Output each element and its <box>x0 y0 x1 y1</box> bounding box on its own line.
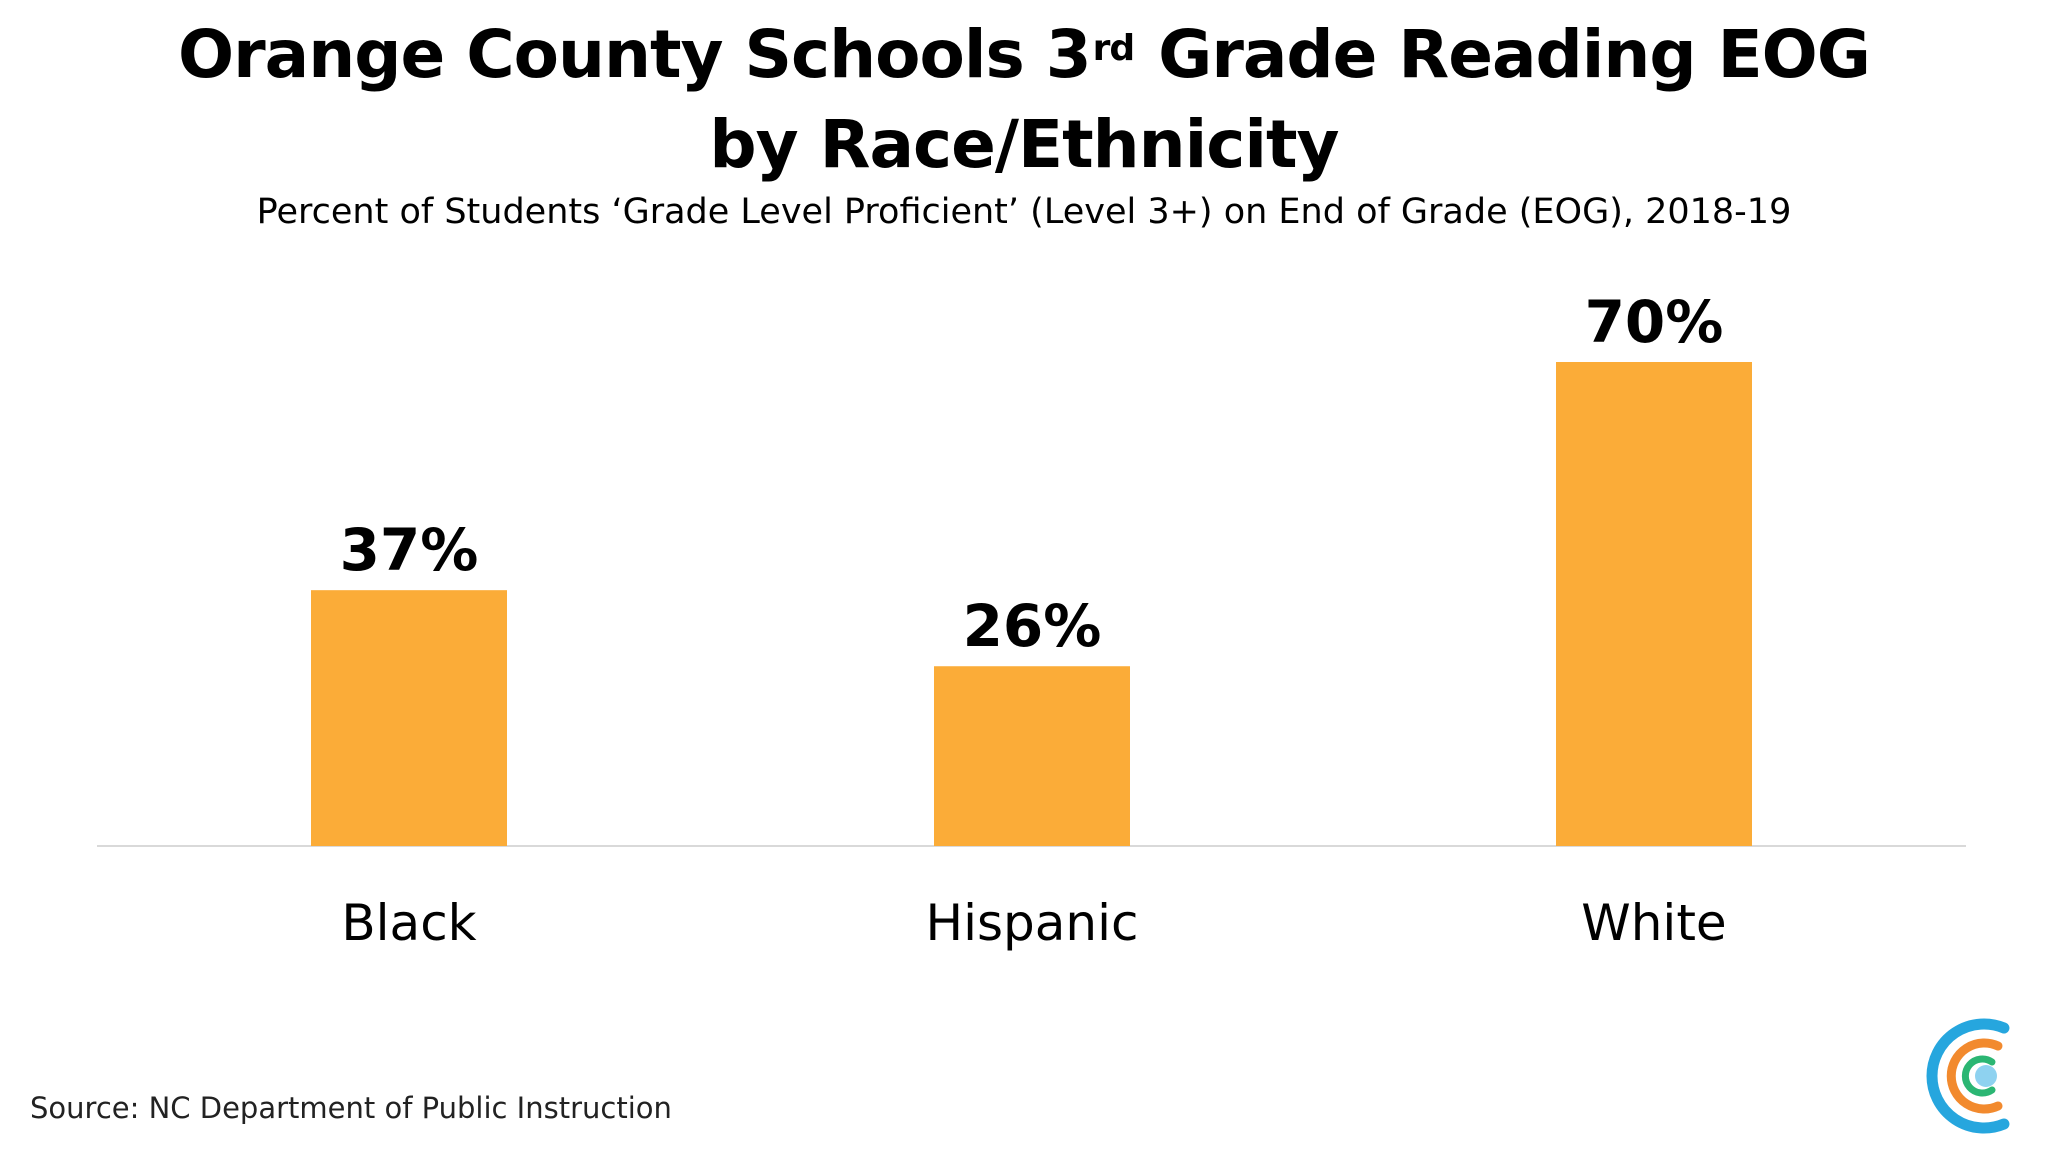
title-suffix: Grade Reading EOG <box>1136 16 1871 93</box>
concentric-c-logo-icon <box>1926 1018 2010 1134</box>
chart-title-line-1: Orange County Schools 3rd Grade Reading … <box>0 10 2048 100</box>
value-label-hispanic: 26% <box>963 592 1102 660</box>
logo-inner-arc <box>1961 1055 1996 1097</box>
category-label-white: White <box>1581 894 1726 952</box>
bar-black <box>311 590 507 846</box>
value-labels-group: 37% 26% 70% <box>340 288 1724 660</box>
bars-group <box>311 362 1752 846</box>
category-label-hispanic: Hispanic <box>926 894 1139 952</box>
title-prefix: Orange County Schools 3 <box>178 16 1092 93</box>
bar-hispanic <box>934 666 1130 846</box>
category-label-black: Black <box>341 894 476 952</box>
title-superscript: rd <box>1092 28 1136 69</box>
category-labels-group: Black Hispanic White <box>341 894 1726 952</box>
chart-title: Orange County Schools 3rd Grade Reading … <box>0 10 2048 190</box>
chart-subtitle: Percent of Students ‘Grade Level Profici… <box>256 192 1792 232</box>
value-label-black: 37% <box>340 516 479 584</box>
bar-white <box>1556 362 1752 846</box>
value-label-white: 70% <box>1585 288 1724 356</box>
source-note: Source: NC Department of Public Instruct… <box>30 1091 672 1125</box>
logo-center-dot <box>1975 1065 1997 1087</box>
logo-outer-arc <box>1926 1018 2010 1134</box>
chart-title-line-2: by Race/Ethnicity <box>709 106 1339 183</box>
logo-middle-arc <box>1946 1038 2003 1114</box>
